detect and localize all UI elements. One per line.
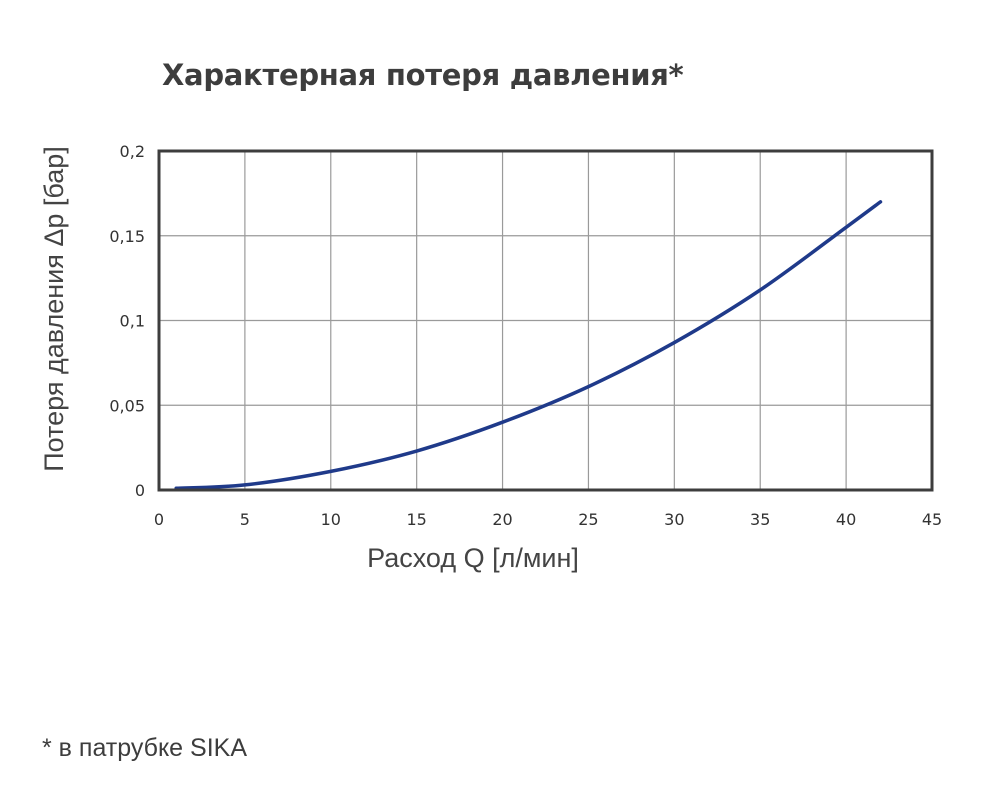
footnote: * в патрубке SIKA (42, 734, 248, 762)
y-tick-label: 0 (135, 481, 145, 500)
x-tick-label: 10 (321, 510, 341, 529)
x-tick-label: 15 (406, 510, 426, 529)
frame-layer (157, 149, 934, 492)
x-tick-label: 0 (154, 510, 164, 529)
series-layer (174, 200, 883, 491)
y-tick-label: 0,2 (120, 142, 145, 161)
chart-title: Характерная потеря давления* (162, 58, 684, 92)
y-tick-label: 0,1 (120, 312, 145, 331)
x-tick-label: 35 (750, 510, 770, 529)
y-tick-label: 0,05 (109, 396, 145, 415)
x-axis-label: Расход Q [л/мин] (367, 543, 579, 573)
tick-label-layer: 0 5 10 15 20 25 30 35 40 45 0 0,05 0,1 0,15 0,2 (109, 142, 942, 529)
series-line (174, 200, 883, 491)
x-tick-label: 25 (578, 510, 598, 529)
y-axis-label: Потеря давления Δp [бар] (39, 146, 69, 472)
x-tick-label: 45 (922, 510, 942, 529)
x-tick-label: 20 (492, 510, 512, 529)
y-tick-label: 0,15 (109, 227, 145, 246)
x-tick-label: 40 (836, 510, 856, 529)
x-tick-label: 30 (664, 510, 684, 529)
plot-frame (157, 149, 934, 492)
grid-layer (159, 151, 932, 490)
x-tick-label: 5 (240, 510, 250, 529)
